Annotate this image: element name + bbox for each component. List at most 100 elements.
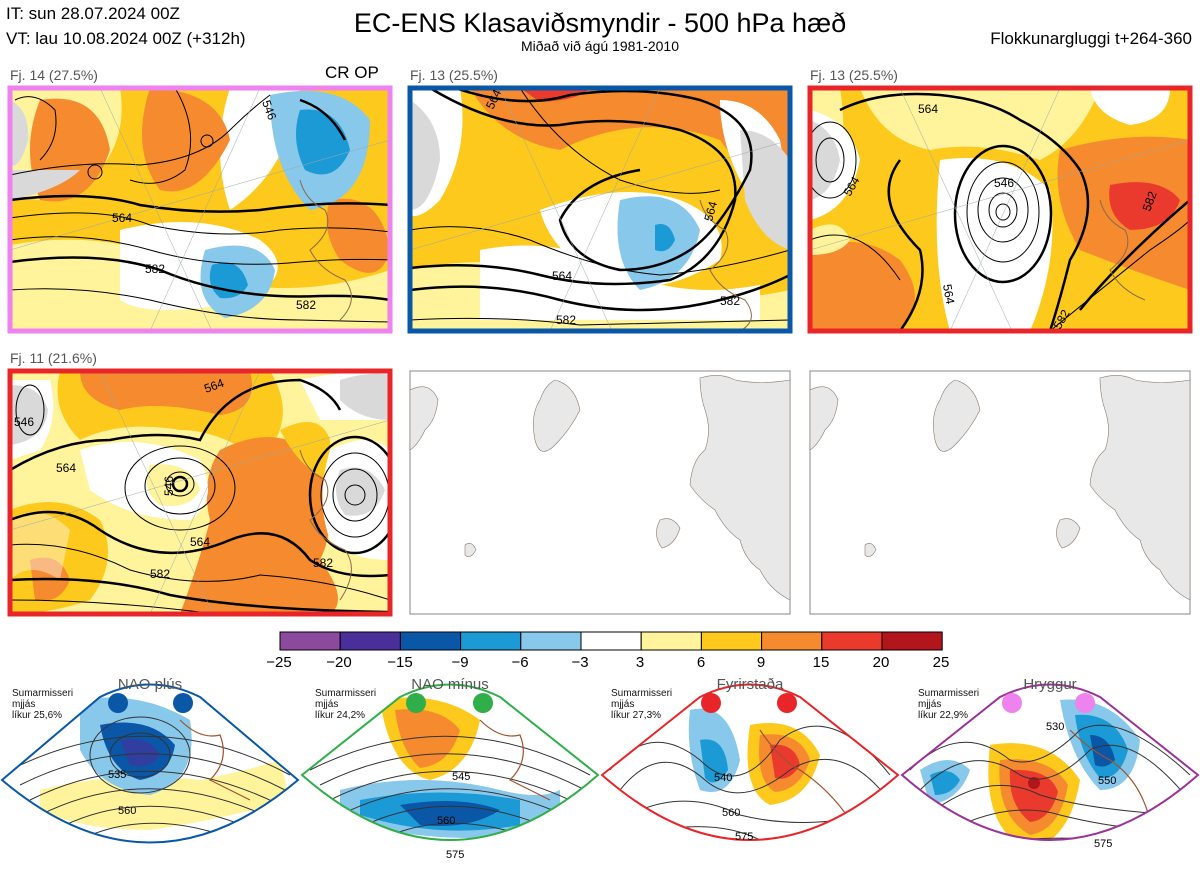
- colorbar-segment: [580, 631, 642, 651]
- regime-1-note-line: mjjás: [12, 699, 36, 710]
- regime-3-dot-right: [777, 693, 797, 713]
- regime-1-note: Sumarmisseri mjjás líkur 25,6%: [12, 688, 73, 721]
- panel-3-contour-4: 564: [940, 283, 957, 305]
- regime-3-contour-2: 560: [722, 807, 740, 819]
- regime-2-note-line: mjjás: [315, 699, 339, 710]
- regime-3-note-line: Sumarmisseri: [611, 688, 673, 699]
- regime-1-note-line: líkur 25,6%: [12, 710, 63, 721]
- panel-4-contour-6: 582: [150, 567, 170, 581]
- colorbar-tick: −20: [326, 654, 352, 671]
- panel-1-contour-4: 582: [296, 298, 316, 312]
- panel-3-contour-5: 582: [1140, 189, 1160, 213]
- regime-2-contour-1: 545: [452, 771, 470, 783]
- regime-3-note-line: líkur 27,3%: [611, 710, 662, 721]
- regime-4-dot-right: [1075, 693, 1095, 713]
- panel-2-map: [410, 88, 790, 331]
- colorbar-tick: 3: [635, 654, 645, 671]
- regime-1-dot-right: [173, 693, 193, 713]
- regime-2-dot-right: [473, 693, 493, 713]
- regime-1-note-line: Sumarmisseri: [12, 688, 74, 699]
- regime-2-note: Sumarmisseri mjjás líkur 24,2%: [315, 688, 376, 721]
- regime-2-note-line: líkur 24,2%: [315, 710, 366, 721]
- regime-3-note: Sumarmisseri mjjás líkur 27,3%: [611, 688, 672, 721]
- panel-4-contour-2: 564: [202, 376, 226, 396]
- panel-3-map: [810, 88, 1190, 331]
- valid-time: VT: lau 10.08.2024 00Z (+312h): [6, 29, 246, 48]
- panel-2-label: Fj. 13 (25.5%): [410, 67, 498, 83]
- regime-4-contour-2: 550: [1098, 775, 1116, 787]
- colorbar-tick: 25: [932, 654, 950, 671]
- panel-4-contour-3: 564: [56, 461, 76, 475]
- panel-5-map: [409, 370, 791, 615]
- panel-2-contour-5: 582: [720, 294, 740, 308]
- regime-4-title: Hryggur: [1023, 676, 1077, 693]
- regime-2-title: NAO mínus: [411, 676, 489, 693]
- panel-1-label: Fj. 14 (27.5%): [10, 67, 98, 83]
- colorbar-segment: [640, 631, 702, 651]
- panel-1-extra: CR OP: [325, 63, 379, 82]
- regime-1-frame: [0, 683, 300, 844]
- colorbar-segment: [520, 631, 582, 651]
- chart-subtitle: Miðað við ágú 1981-2010: [520, 38, 679, 54]
- panel-1-map: [10, 88, 390, 331]
- panel-4-contour-4: 546: [162, 476, 176, 496]
- colorbar-segment: [339, 631, 401, 651]
- colorbar-segment: [460, 631, 522, 651]
- regime-4-note: Sumarmisseri mjjás líkur 22,9%: [918, 688, 979, 721]
- colorbar-segment: [399, 631, 462, 651]
- clustering-window: Flokkunargluggi t+264-360: [990, 29, 1192, 48]
- regime-4-note-line: Sumarmisseri: [918, 688, 980, 699]
- panel-2-frame: [407, 85, 793, 334]
- panel-1-contour-3: 582: [145, 262, 165, 276]
- panel-6-map: [809, 370, 1191, 615]
- regime-3-contour-3: 575: [735, 831, 753, 843]
- regime-2-dot-left: [406, 693, 426, 713]
- panel-1-contour-1: 546: [259, 98, 279, 122]
- regime-3-dot-left: [701, 693, 721, 713]
- colorbar-segment: [700, 631, 763, 651]
- panel-4-contour-1: 546: [14, 415, 34, 429]
- panel-1-contour-2: 564: [112, 211, 132, 225]
- colorbar-tick: 15: [812, 654, 830, 671]
- colorbar-tick: −3: [571, 654, 589, 671]
- panel-4-map: [10, 371, 390, 614]
- colorbar-tick: 9: [756, 654, 766, 671]
- regime-4-dot-left: [1002, 693, 1022, 713]
- panel-1-frame: [7, 85, 393, 334]
- panel-3-contour-1: 564: [918, 102, 938, 116]
- colorbar-tick: −15: [387, 654, 413, 671]
- regime-3-title: Fyrirstaða: [716, 676, 784, 693]
- regime-4-note-line: líkur 22,9%: [918, 710, 969, 721]
- panel-3-contour-2: 546: [994, 176, 1014, 190]
- panel-3-frame: [807, 85, 1193, 334]
- colorbar-segment: [279, 631, 341, 651]
- panel-4-contour-7: 582: [313, 556, 333, 570]
- regime-4-contour-1: 530: [1046, 721, 1064, 733]
- regime-2-contour-2: 560: [437, 815, 455, 827]
- colorbar-tick: −25: [266, 654, 292, 671]
- panel-3-label: Fj. 13 (25.5%): [810, 67, 898, 83]
- colorbar-segment: [821, 631, 883, 651]
- colorbar-tick: 20: [872, 654, 890, 671]
- panel-4-contour-5: 564: [190, 535, 210, 549]
- regime-1-dot-left: [108, 693, 128, 713]
- colorbar: [279, 631, 943, 651]
- regime-1-contour-1: 535: [108, 769, 126, 781]
- init-time: IT: sun 28.07.2024 00Z: [6, 4, 180, 23]
- regime-4-frame: [900, 683, 1200, 841]
- regime-2-contour-3: 575: [446, 849, 464, 861]
- regime-2-note-line: Sumarmisseri: [315, 688, 377, 699]
- regime-4-note-line: mjjás: [918, 699, 942, 710]
- regime-3-frame: [600, 683, 900, 841]
- regime-1-title: NAO plús: [117, 676, 183, 693]
- regime-2-frame: [300, 683, 600, 841]
- colorbar-tick: −6: [511, 654, 529, 671]
- colorbar-segment: [881, 631, 943, 651]
- panel-2-contour-3: 564: [701, 199, 720, 222]
- regime-4-contour-3: 575: [1094, 838, 1112, 850]
- chart-title: EC-ENS Klasaviðsmyndir - 500 hPa hæð: [353, 8, 847, 38]
- colorbar-tick: −9: [451, 654, 469, 671]
- colorbar-segment: [761, 631, 823, 651]
- regime-3-note-line: mjjás: [611, 699, 635, 710]
